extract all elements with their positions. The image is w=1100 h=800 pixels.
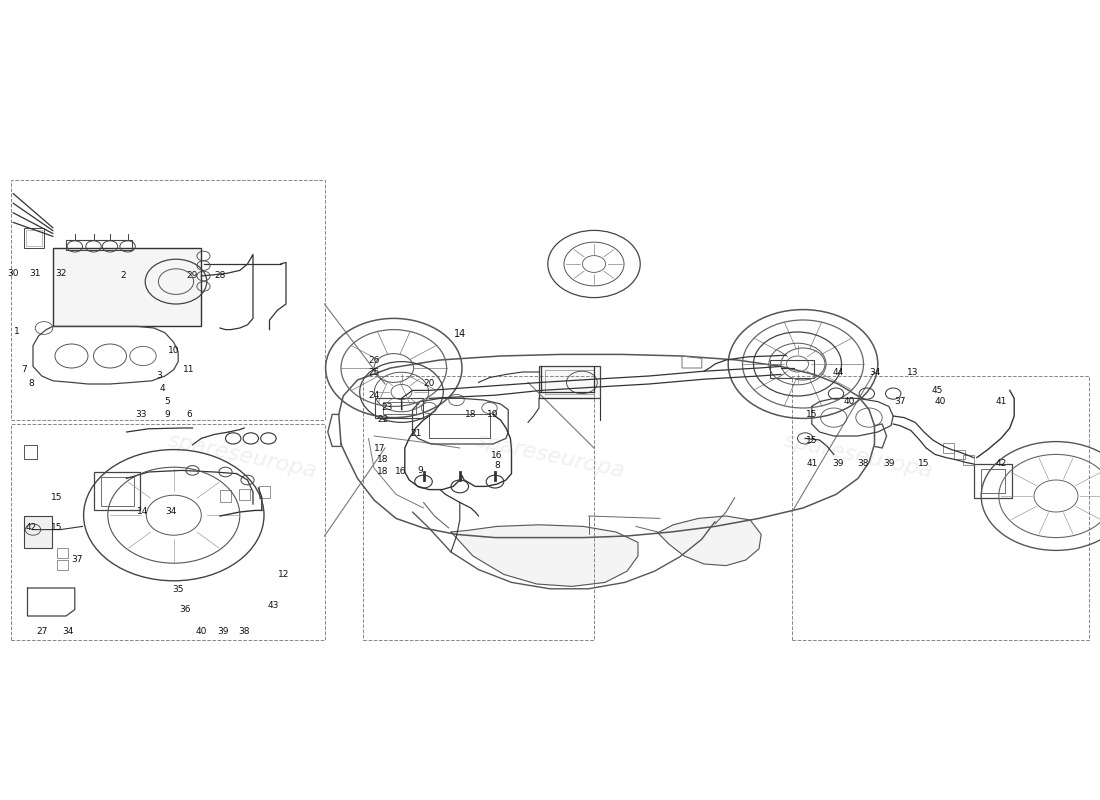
Text: 16: 16 [395,467,406,477]
Text: 44: 44 [833,367,844,377]
Bar [770,360,814,378]
Text: 33: 33 [135,410,146,419]
Text: 14: 14 [138,507,148,517]
Text: 27: 27 [36,627,47,637]
Bar [943,443,954,453]
Text: 41: 41 [806,459,817,469]
Text: 31: 31 [30,269,41,278]
Bar [57,560,68,570]
Text: 15: 15 [52,493,63,502]
Bar [24,228,44,248]
Text: 7: 7 [21,365,28,374]
Bar [544,370,594,394]
Text: 39: 39 [833,459,844,469]
Bar [239,489,250,500]
Text: 3: 3 [156,371,163,381]
Bar [539,366,600,398]
Bar [101,477,134,506]
Text: 21: 21 [410,429,421,438]
Text: 9: 9 [417,466,424,475]
Text: 26: 26 [368,356,379,366]
Text: 41: 41 [996,397,1006,406]
Bar [962,455,974,465]
Text: 39: 39 [883,459,894,469]
Bar [363,376,594,640]
Bar [26,230,42,246]
Bar [24,445,37,459]
Bar [383,402,416,414]
Text: 28: 28 [214,271,225,281]
Text: 18: 18 [465,410,476,419]
Bar [57,548,68,558]
Text: 40: 40 [196,627,207,637]
Text: 15: 15 [52,523,63,533]
Bar [11,180,324,420]
Text: 40: 40 [935,397,946,406]
Text: 42: 42 [25,523,36,533]
Text: spareseuropa: spareseuropa [781,430,935,482]
Text: 34: 34 [869,367,880,377]
Text: 34: 34 [63,627,74,637]
Text: 23: 23 [382,403,393,413]
Text: 18: 18 [377,467,388,477]
Text: 18: 18 [377,455,388,465]
Bar [220,490,231,502]
Text: 15: 15 [918,459,930,469]
Text: 40: 40 [844,397,855,406]
Text: spareseuropa: spareseuropa [165,430,319,482]
Bar [792,376,1089,640]
Text: 39: 39 [218,627,229,637]
Bar [974,464,1012,498]
Text: 16: 16 [492,451,503,461]
Text: 45: 45 [932,386,943,395]
Bar [954,450,965,459]
Text: 8: 8 [28,379,34,389]
Bar [94,472,140,510]
Text: 30: 30 [8,269,19,278]
Text: 29: 29 [187,271,198,281]
Bar [11,424,324,640]
Text: 19: 19 [487,410,498,419]
Text: 2: 2 [120,271,127,281]
Text: 10: 10 [168,346,179,355]
Text: 20: 20 [424,379,434,389]
Text: 12: 12 [278,570,289,579]
Text: 32: 32 [55,269,66,278]
Text: 24: 24 [368,391,379,401]
Text: 8: 8 [494,461,501,470]
Text: 4: 4 [160,384,166,394]
Text: 9: 9 [164,410,170,419]
Text: 15: 15 [806,435,817,445]
Text: 6: 6 [186,410,192,419]
Text: 15: 15 [806,410,817,419]
Text: 25: 25 [368,368,379,378]
Text: 11: 11 [184,365,195,374]
Bar [66,240,132,250]
Text: spareseuropa: spareseuropa [473,430,627,482]
Text: 43: 43 [267,601,278,610]
Text: 1: 1 [13,327,20,337]
Polygon shape [451,525,638,586]
Text: 34: 34 [165,507,176,517]
Text: 5: 5 [164,397,170,406]
Text: 37: 37 [72,555,82,565]
Bar [24,516,52,548]
Bar [375,398,424,418]
Bar [53,248,201,326]
Text: 35: 35 [173,585,184,594]
Text: 13: 13 [908,367,918,377]
Text: 17: 17 [374,443,385,453]
Text: 36: 36 [179,605,190,614]
Text: 38: 38 [858,459,869,469]
Polygon shape [658,516,761,566]
Text: 22: 22 [377,415,388,425]
Bar [981,469,1005,493]
Text: 14: 14 [453,330,466,339]
Bar [429,414,490,438]
Bar [258,486,270,498]
Text: 37: 37 [894,397,905,406]
Text: 42: 42 [996,459,1006,469]
Text: 38: 38 [239,627,250,637]
